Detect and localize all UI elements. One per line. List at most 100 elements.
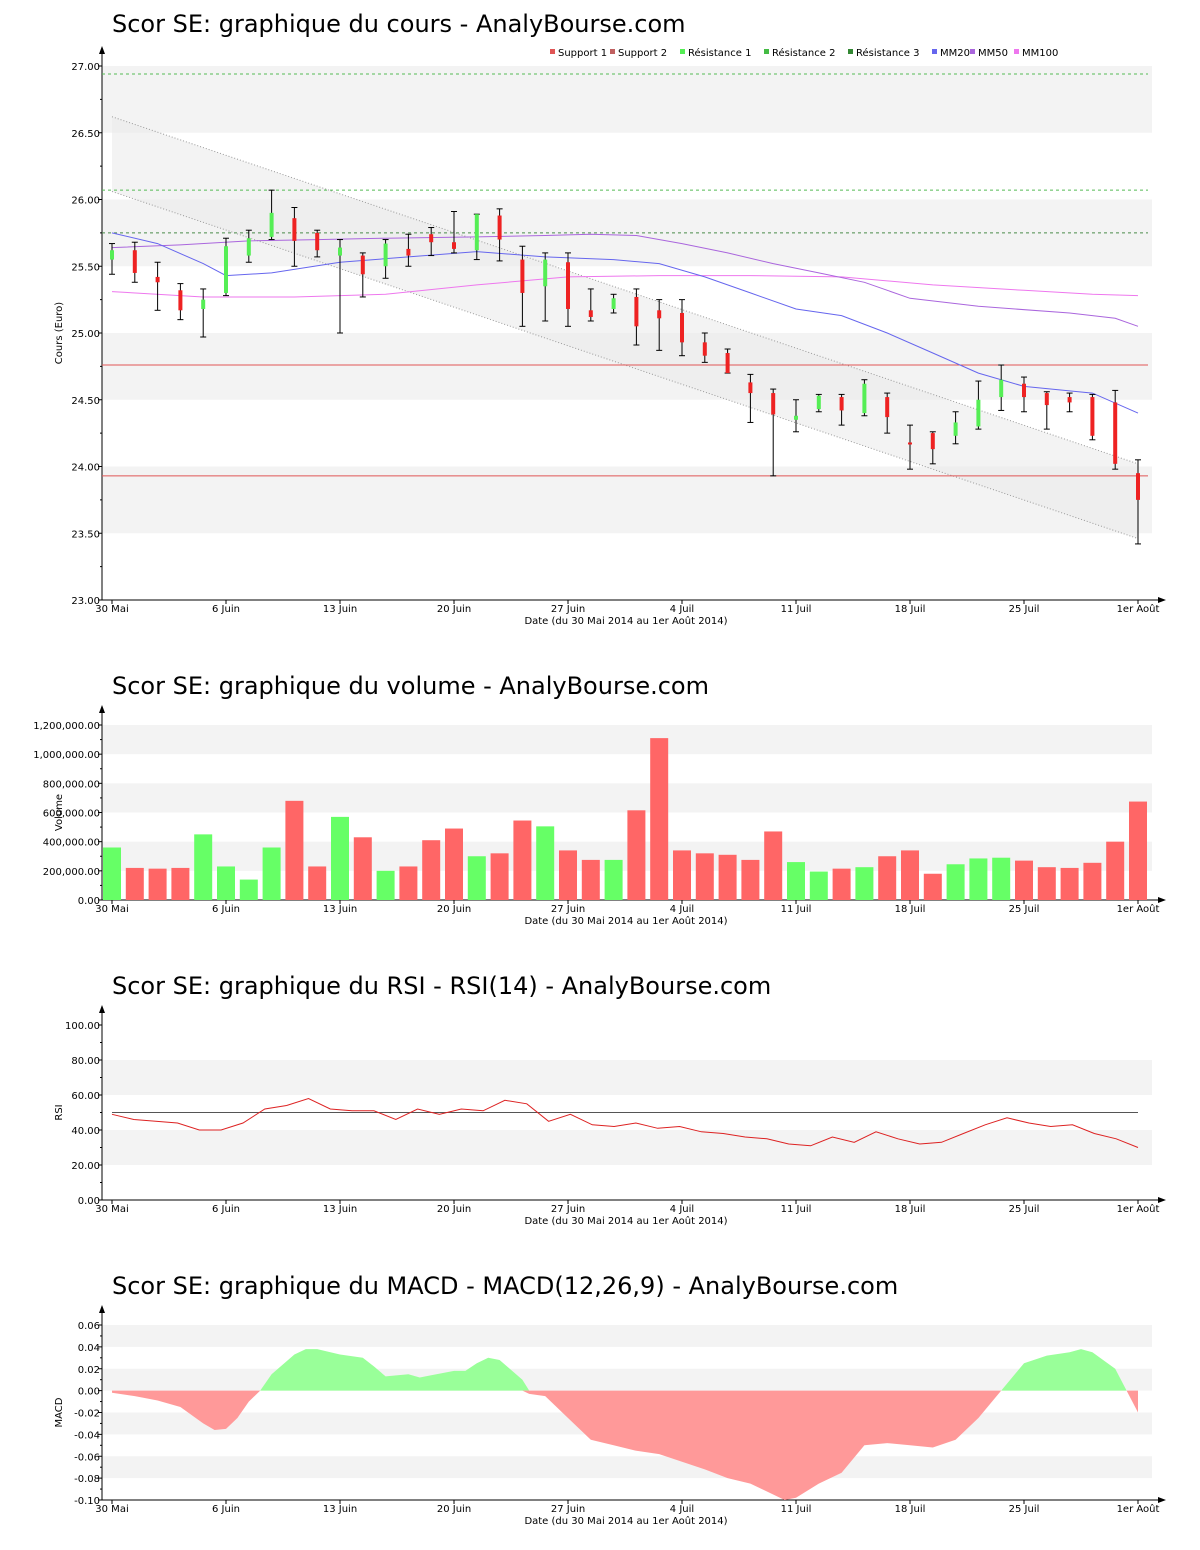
candle-body [748,382,753,394]
volume-bar [331,816,349,900]
y-tick-label: 0.04 [78,1343,100,1354]
volume-bar [1129,801,1147,900]
mm20-line [111,232,1139,414]
volume-bar [741,859,760,900]
candle-body [338,247,342,256]
candle-body [680,312,684,343]
price-panel: Scor SE: graphique du cours - AnalyBours… [0,0,1200,640]
candle-body [1136,473,1140,500]
volume-bar [559,850,577,900]
y-tick-label: -0.02 [74,1409,100,1420]
volume-bar [148,868,167,900]
candle-body [566,262,570,309]
legend-label: Support 2 [618,48,667,59]
y-axis-title: Volume [54,794,65,831]
x-tick-label: 11 Juil [781,604,812,615]
x-axis-arrow [1158,897,1166,903]
x-tick-label: 13 Juin [323,1504,357,1515]
candle-body [315,232,320,251]
trend-channel-upper [111,116,1139,465]
volume-bar [194,834,213,900]
x-tick-label: 6 Juin [212,1204,240,1215]
candle-body [497,215,502,240]
volume-bar [1060,867,1079,900]
macd-negative-area [112,1390,1138,1500]
candle-body [178,290,183,311]
legend-swatch [764,49,769,54]
macd-positive-area [112,1349,1138,1391]
x-tick-label: 13 Juin [323,1204,357,1215]
volume-bar [376,870,395,900]
y-tick-label: 0.00 [78,1387,100,1398]
x-tick-label: 30 Mai [95,904,128,915]
volume-bar [171,867,190,900]
legend-label: Résistance 1 [688,47,751,59]
volume-bar [239,879,258,900]
volume-bar [1037,867,1056,900]
legend-label: MM100 [1022,48,1058,59]
legend-swatch [1014,49,1019,54]
volume-bar [262,847,281,900]
candle-body [657,310,662,319]
x-tick-label: 1er Août [1117,1203,1160,1215]
x-tick-label: 20 Juin [437,1504,471,1515]
volume-bar [627,810,646,900]
x-tick-label: 1er Août [1117,903,1160,915]
macd-title: Scor SE: graphique du MACD - MACD(12,26,… [112,1272,899,1300]
volume-bar [695,853,714,900]
candle-body [246,238,251,256]
x-tick-label: 18 Juil [895,604,926,615]
candle-body [816,395,821,410]
grid-band [102,783,1152,813]
candle-body [1113,402,1118,464]
candle-body [725,353,730,374]
legend-swatch [610,49,615,54]
volume-bar [467,856,486,900]
legend-swatch [970,49,975,54]
y-tick-label: 80.00 [71,1056,100,1067]
x-tick-label: 27 Juin [551,604,585,615]
trend-channel-lower [111,191,1139,540]
x-tick-label: 30 Mai [95,1504,128,1515]
volume-bar [764,831,783,900]
x-tick-label: 27 Juin [551,904,585,915]
candle-body [224,246,228,293]
x-tick-label: 4 Juil [670,1504,694,1515]
volume-bar [718,854,737,900]
volume-bar [650,738,669,900]
candle-body [132,250,137,273]
x-axis-title: Date (du 30 Mai 2014 au 1er Août 2014) [524,615,727,627]
y-tick-label: 0.02 [78,1365,100,1376]
volume-chart: 0.00 200,000.00 400,000.00 600,000.00 800,00… [33,705,1166,927]
trend-channel [112,116,1138,539]
candle-body [383,243,388,267]
x-tick-label: 13 Juin [323,904,357,915]
volume-bar [125,867,144,900]
x-tick-label: 11 Juil [781,904,812,915]
x-axis-title: Date (du 30 Mai 2014 au 1er Août 2014) [524,1515,727,1527]
candle-body [588,310,593,317]
y-tick-label: 26.50 [71,129,100,140]
volume-bar [809,871,828,900]
volume-bar [604,859,623,900]
candle-body [839,397,844,411]
volume-bar [422,840,441,900]
candle-body [885,397,890,418]
grid-band [102,1060,1152,1095]
candle-body [634,296,639,327]
x-tick-label: 11 Juil [781,1204,812,1215]
x-tick-label: 20 Juin [437,904,471,915]
grid-band [102,1456,1152,1479]
candle-body [976,399,981,427]
x-tick-label: 25 Juil [1009,604,1040,615]
y-tick-label: 27.00 [71,62,100,73]
grid-band [102,725,1152,755]
legend-label: Résistance 3 [856,47,919,59]
candle-body [794,415,798,420]
legend-label: Support 1 [558,48,607,59]
y-tick-label: 1,200,000.00 [33,721,100,732]
y-tick-label: 100.00 [65,1021,100,1032]
volume-bar [353,837,372,900]
candle-body [269,212,274,237]
y-axis-arrow [99,705,105,713]
